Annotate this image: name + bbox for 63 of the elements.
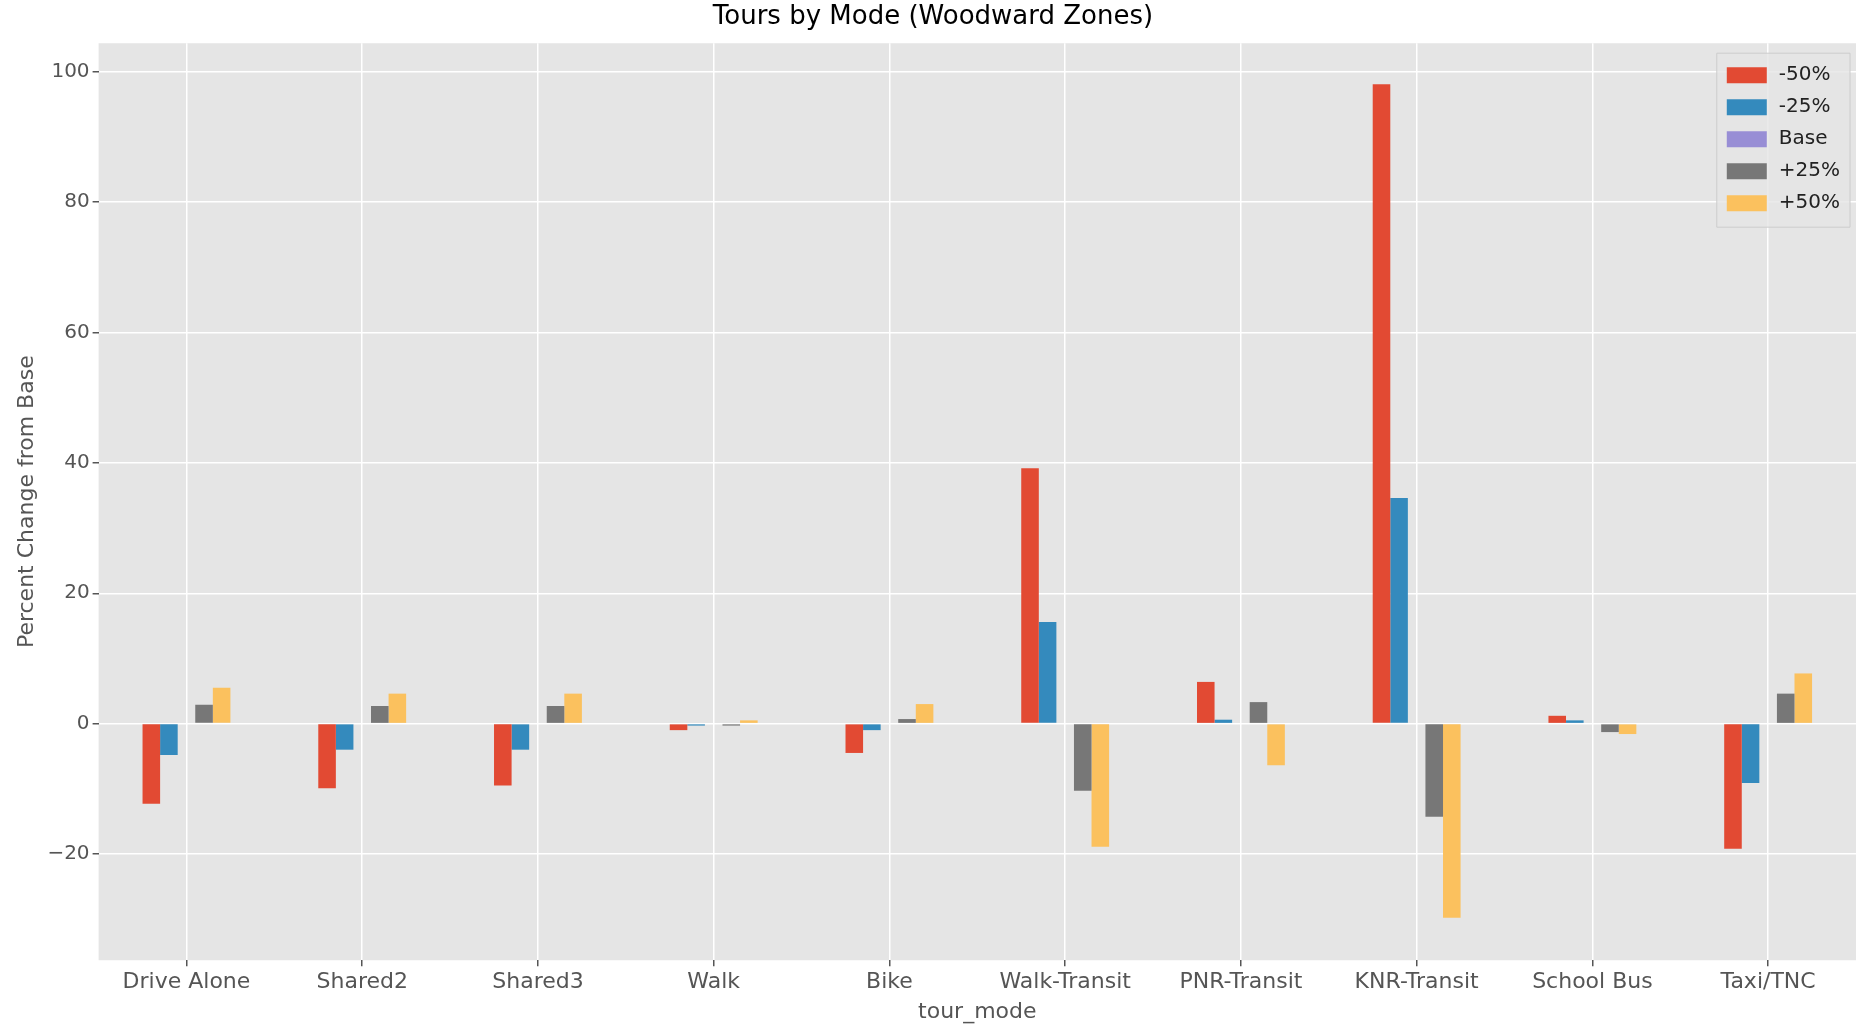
bar (1548, 715, 1567, 723)
bar (1741, 724, 1760, 783)
bar (1601, 724, 1619, 733)
y-tick-label: 20 (64, 579, 90, 604)
bar (1267, 724, 1285, 766)
legend-label: -50% (1778, 61, 1831, 86)
bar (1425, 724, 1444, 817)
x-axis-title: tour_mode (918, 997, 1037, 1024)
y-tick-label: 60 (64, 318, 90, 343)
bar (371, 706, 389, 723)
bar (845, 724, 864, 753)
bar (1776, 693, 1795, 723)
x-tick-label: Walk-Transit (999, 968, 1132, 994)
bar (142, 724, 161, 804)
y-tick-label: 80 (64, 188, 90, 213)
bar (335, 724, 354, 750)
chart-title: Tours by Mode (Woodward Zones) (711, 0, 1154, 31)
bar (1794, 673, 1813, 723)
legend-label: -25% (1778, 93, 1831, 118)
bar (511, 724, 530, 750)
bar (1618, 724, 1637, 735)
legend-label: Base (1778, 125, 1828, 150)
x-tick-label: Bike (866, 968, 913, 994)
bar (863, 724, 881, 731)
bar (1038, 621, 1057, 723)
bar (1091, 724, 1110, 847)
bar (1372, 84, 1391, 723)
y-tick-label: 0 (76, 709, 90, 734)
bar (669, 724, 688, 731)
bar (1724, 724, 1742, 849)
legend-label: +25% (1778, 157, 1841, 182)
bar (195, 704, 213, 723)
bar (1196, 681, 1215, 723)
bar (564, 693, 582, 723)
bar (318, 724, 336, 789)
bar (915, 704, 934, 723)
x-tick-label: Shared2 (316, 968, 408, 994)
bar (740, 720, 758, 723)
y-tick-label: 40 (64, 449, 90, 474)
bar (1566, 720, 1584, 723)
x-tick-label: Drive Alone (122, 968, 251, 994)
bar (1390, 498, 1408, 723)
bar (160, 724, 178, 755)
y-tick-label: 100 (51, 58, 90, 83)
x-tick-label: PNR-Transit (1179, 968, 1303, 994)
bar (1214, 719, 1233, 723)
y-tick-label: −20 (47, 840, 90, 865)
x-tick-label: KNR-Transit (1354, 968, 1480, 994)
bar (1021, 468, 1039, 723)
bar (546, 706, 565, 723)
bar (388, 693, 407, 723)
bar (898, 719, 916, 723)
bar (1073, 724, 1092, 791)
x-tick-label: School Bus (1532, 968, 1653, 994)
bar (1443, 724, 1461, 918)
bar (212, 687, 231, 723)
bar (1249, 702, 1268, 723)
bar (494, 724, 512, 786)
y-axis-title: Percent Change from Base (12, 355, 38, 649)
x-tick-label: Taxi/TNC (1719, 968, 1816, 994)
x-tick-label: Walk (687, 968, 741, 994)
x-tick-label: Shared3 (492, 968, 584, 994)
legend-label: +50% (1778, 189, 1841, 214)
